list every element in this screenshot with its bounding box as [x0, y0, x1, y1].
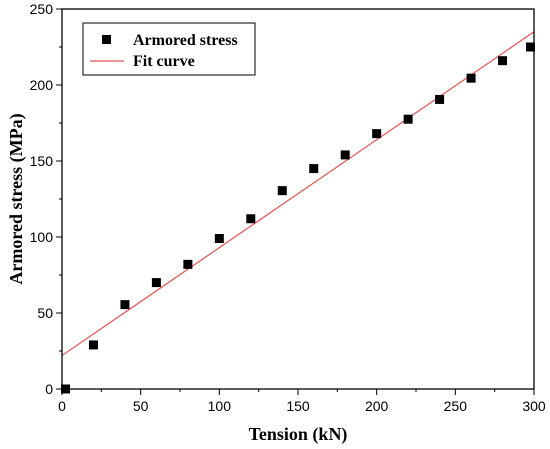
- data-point: [526, 42, 535, 52]
- data-point: [151, 278, 161, 288]
- y-tick-label: 100: [30, 229, 54, 245]
- legend: Armored stress Fit curve: [82, 22, 256, 76]
- x-tick-label: 200: [365, 398, 389, 414]
- fit-layer: [61, 31, 535, 357]
- x-tick-label: 0: [58, 398, 66, 414]
- legend-marker-armored-stress: [102, 35, 111, 44]
- data-point: [309, 164, 319, 174]
- legend-label-fit-curve: Fit curve: [133, 53, 195, 70]
- data-point: [498, 56, 508, 66]
- legend-box: [82, 22, 256, 76]
- data-point: [277, 186, 287, 196]
- data-point: [435, 94, 445, 104]
- x-tick-label: 250: [444, 398, 468, 414]
- x-tick-label: 300: [522, 398, 546, 414]
- data-point: [214, 234, 224, 244]
- data-point: [246, 214, 256, 224]
- y-axis-title: Armored stress (MPa): [6, 113, 27, 284]
- data-point: [120, 300, 130, 310]
- data-point: [466, 73, 476, 83]
- x-tick-label: 50: [133, 398, 149, 414]
- data-point: [403, 114, 413, 124]
- x-tick-label: 100: [208, 398, 232, 414]
- legend-label-armored-stress: Armored stress: [133, 32, 238, 49]
- data-point: [340, 150, 350, 160]
- data-point: [372, 129, 382, 139]
- y-tick-label: 250: [30, 1, 54, 17]
- ticks-layer: 0 50 100 150 200 250 300 0 50 100 150 200 250: [30, 1, 546, 414]
- y-tick-label: 200: [30, 77, 54, 93]
- x-tick-label: 150: [286, 398, 310, 414]
- y-tick-label: 50: [37, 305, 53, 321]
- points-layer: [61, 42, 535, 394]
- data-point: [183, 259, 193, 269]
- fit-curve-line: [61, 31, 535, 357]
- data-point: [88, 340, 98, 350]
- x-axis-title: Tension (kN): [249, 424, 348, 445]
- y-tick-label: 0: [45, 381, 53, 397]
- y-tick-label: 150: [30, 153, 54, 169]
- plot-frame: [61, 8, 535, 390]
